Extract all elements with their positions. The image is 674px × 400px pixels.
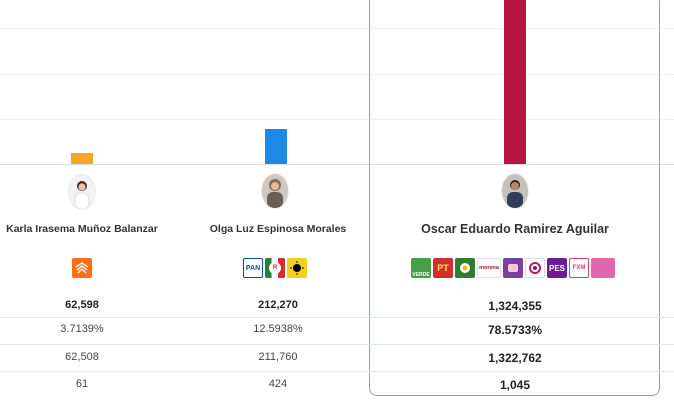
stat-value: 61 <box>75 378 89 390</box>
stat-value: 62,508 <box>65 351 99 363</box>
pt-icon: PT <box>433 258 453 278</box>
stat-value: 1,322,762 <box>488 351 542 365</box>
candidate-column-winner: Oscar Eduardo Ramirez Aguilar VERDE PT m… <box>369 0 661 400</box>
gridline <box>0 119 674 120</box>
fxm-icon: FXM <box>569 258 589 278</box>
votes-value: 212,270 <box>258 299 298 311</box>
chiapas-unido-icon <box>455 258 475 278</box>
pes-icon: PES <box>547 258 567 278</box>
mover-a-chiapas-icon <box>591 258 615 278</box>
winner-highlight-frame <box>369 0 660 396</box>
candidate-column: Karla Irasema Muñoz Balanzar 62,598 3.71… <box>0 0 164 400</box>
gridline <box>0 28 674 29</box>
vote-bar <box>265 129 287 164</box>
stat-value: 211,760 <box>258 351 298 363</box>
redes-sociales-progresistas-icon <box>525 258 545 278</box>
row-divider <box>0 344 674 345</box>
candidate-name: Olga Luz Espinosa Morales <box>209 223 347 235</box>
candidate-name: Oscar Eduardo Ramirez Aguilar <box>421 222 609 236</box>
row-divider <box>0 317 674 318</box>
pan-icon: PAN <box>243 258 263 278</box>
percent-value: 78.5733% <box>487 323 543 337</box>
percent-value: 3.7139% <box>60 323 104 335</box>
votes-value: 62,598 <box>65 299 99 311</box>
morena-icon: morena <box>477 258 501 278</box>
party-logos: VERDE PT morena PES FXM <box>411 258 615 278</box>
vote-bar <box>71 153 93 164</box>
candidate-name: Karla Irasema Muñoz Balanzar <box>6 223 158 235</box>
prd-icon <box>287 258 307 278</box>
candidate-avatar <box>69 175 95 209</box>
pri-icon: R <box>265 258 285 278</box>
stat-value: 1,045 <box>499 378 531 392</box>
vote-bar <box>504 0 526 164</box>
party-logos <box>72 258 92 278</box>
party-logos: PAN R <box>243 258 307 278</box>
candidate-column: Olga Luz Espinosa Morales PAN R 212,270 … <box>196 0 360 400</box>
podemos-mover-icon <box>503 258 523 278</box>
candidate-avatar <box>262 174 288 208</box>
movimiento-ciudadano-icon <box>72 258 92 278</box>
gridline <box>0 74 674 75</box>
row-divider <box>0 371 674 372</box>
stat-value: 424 <box>268 378 288 390</box>
percent-value: 12.5938% <box>253 323 303 335</box>
pvem-icon: VERDE <box>411 258 431 278</box>
candidate-avatar <box>502 174 528 208</box>
chart-baseline <box>0 164 674 165</box>
votes-value: 1,324,355 <box>488 299 542 313</box>
